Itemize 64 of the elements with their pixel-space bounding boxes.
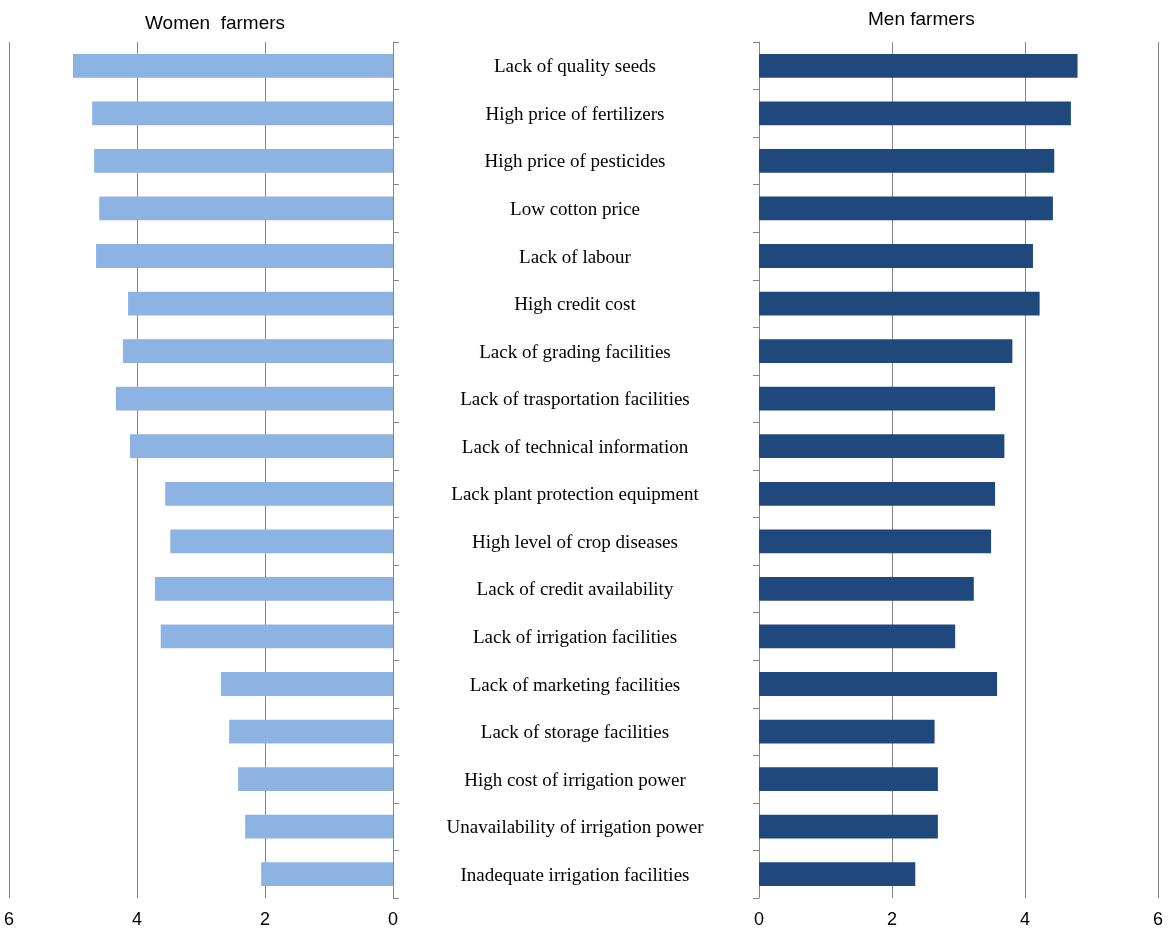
x-tick-label: 2 [886,909,898,929]
y-tick-label: Lack of marketing facilities [469,673,681,695]
bar [759,196,1053,221]
y-tick-label: Unavailability of irrigation power [446,816,705,838]
y-tick-label: Lack of irrigation facilities [472,625,678,647]
bar [759,814,938,839]
bar [759,624,956,649]
y-tick-label: Lack of credit availability [476,578,674,600]
bar [115,386,393,411]
x-tick-label: 0 [387,909,399,929]
y-tick-label: Lack of storage facilities [480,721,670,743]
x-tick-label: 6 [1152,909,1164,929]
bar [92,101,393,126]
y-tick-label: Lack of labour [519,245,632,267]
bar [759,767,938,791]
bar [96,244,393,268]
y-tick-label: High price of pesticides [484,150,666,172]
bar [759,577,974,601]
chart-title: Women farmers [145,12,286,33]
y-tick-label: Lack of grading facilities [479,340,671,362]
x-tick-label: 6 [3,909,15,929]
y-tick-label: High level of crop diseases [472,530,678,552]
bar [245,814,393,839]
bar [170,529,393,554]
bar [238,767,393,791]
x-tick-label: 0 [753,909,765,929]
bar [759,672,998,696]
bar [759,339,1013,363]
bar [759,149,1055,173]
y-tick-label: Lack plant protection equipment [451,483,700,505]
bar [154,577,393,601]
bar [759,386,996,411]
y-tick-label: Lack of quality seeds [494,55,656,77]
bar [759,862,916,887]
bar [160,624,393,649]
bar [229,719,393,744]
y-tick-label: High credit cost [514,293,637,315]
bar [759,291,1040,316]
bar [128,291,393,316]
bar [759,529,992,554]
bar [261,862,393,887]
bar [73,53,393,78]
bar [165,481,393,506]
bar [94,149,393,173]
bar [122,339,393,363]
y-tick-label: Low cotton price [510,197,640,219]
bar [220,672,393,696]
chart-title: Men farmers [868,8,975,29]
y-tick-label: Lack of technical information [461,435,689,457]
bar [759,101,1071,126]
y-tick-label: Inadequate irrigation facilities [460,863,690,885]
x-tick-label: 4 [1019,909,1031,929]
y-tick-label: High price of fertilizers [485,102,665,124]
bar [99,196,393,221]
x-tick-label: 4 [131,909,143,929]
y-tick-label: High cost of irrigation power [464,768,687,790]
bar [759,481,996,506]
bar [759,434,1005,459]
y-tick-label: Lack of trasportation facilities [460,388,690,410]
bar [129,434,393,459]
x-tick-label: 2 [259,909,271,929]
bar [759,719,935,744]
bar [759,244,1033,268]
bar [759,53,1078,78]
